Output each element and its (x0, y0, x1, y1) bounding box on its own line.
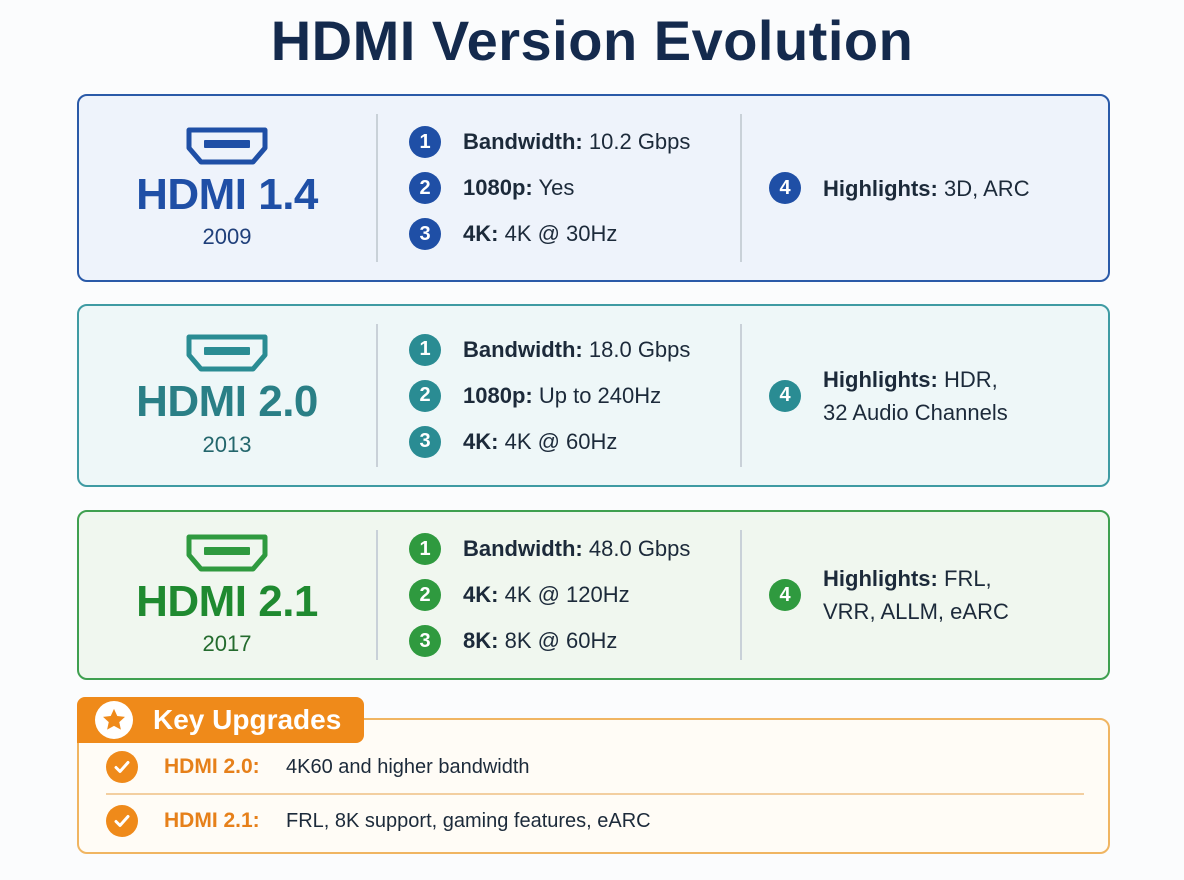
spec-row: 3 8K: 8K @ 60Hz (409, 625, 729, 657)
star-icon (95, 701, 133, 739)
step-badge: 4 (769, 172, 801, 204)
upgrade-row: HDMI 2.1: FRL, 8K support, gaming featur… (106, 805, 651, 837)
spec-value: 8K @ 60Hz (504, 628, 618, 653)
highlight-line2: 32 Audio Channels (823, 399, 1008, 425)
highlights: 4 Highlights: FRL, VRR, ALLM, eARC (769, 512, 1089, 678)
spec-row: 3 4K: 4K @ 60Hz (409, 425, 729, 458)
key-upgrades-title: Key Upgrades (153, 704, 342, 735)
highlight-line1: FRL, (944, 566, 992, 591)
spec-value: Yes (538, 175, 575, 200)
spec-label: 1080p: (463, 175, 533, 200)
version-identity: HDMI 1.4 2009 (79, 96, 375, 280)
spec-value: 10.2 Gbps (588, 129, 691, 154)
step-badge: 2 (409, 379, 441, 412)
step-badge: 2 (409, 579, 441, 611)
spec-label: 4K: (463, 428, 499, 454)
spec-label: Bandwidth: (463, 536, 583, 561)
divider (740, 530, 742, 660)
version-identity: HDMI 2.0 2013 (79, 306, 375, 485)
spec-row: 2 1080p: Yes (409, 172, 729, 204)
spec-row: 2 4K: 4K @ 120Hz (409, 579, 729, 611)
version-year: 2017 (202, 631, 252, 657)
spec-value: 4K @ 120Hz (504, 582, 630, 607)
step-badge: 4 (769, 379, 801, 412)
step-badge: 3 (409, 625, 441, 657)
check-icon (106, 751, 138, 783)
highlight-line2: VRR, ALLM, eARC (823, 599, 1009, 624)
spec-label: Bandwidth: (463, 129, 583, 154)
spec-value: 48.0 Gbps (588, 536, 691, 561)
hdmi-port-icon (186, 127, 268, 165)
upgrade-version: HDMI 2.0: (164, 755, 260, 778)
version-name: HDMI 2.0 (136, 377, 318, 427)
check-icon (106, 805, 138, 837)
hdmi-port-icon (186, 334, 268, 372)
version-card-hdmi-2-0: HDMI 2.0 2013 1 Bandwidth: 18.0 Gbps 2 1… (77, 304, 1110, 487)
upgrade-description: 4K60 and higher bandwidth (286, 755, 530, 778)
hdmi-port-icon (186, 534, 268, 572)
upgrade-version: HDMI 2.1: (164, 809, 260, 832)
spec-label: Bandwidth: (463, 336, 583, 362)
spec-list: 1 Bandwidth: 10.2 Gbps 2 1080p: Yes 3 4K… (409, 96, 729, 280)
step-badge: 1 (409, 333, 441, 366)
highlights: 4 Highlights: 3D, ARC (769, 96, 1089, 280)
version-name: HDMI 1.4 (136, 169, 318, 219)
divider (740, 114, 742, 262)
version-card-hdmi-1-4: HDMI 1.4 2009 1 Bandwidth: 10.2 Gbps 2 1… (77, 94, 1110, 282)
spec-label: 1080p: (463, 382, 533, 408)
spec-row: 2 1080p: Up to 240Hz (409, 379, 729, 412)
spec-list: 1 Bandwidth: 48.0 Gbps 2 4K: 4K @ 120Hz … (409, 512, 729, 678)
spec-value: 18.0 Gbps (588, 336, 691, 362)
divider (376, 530, 378, 660)
spec-value: 4K @ 60Hz (504, 428, 618, 454)
spec-value: Up to 240Hz (538, 382, 662, 408)
upgrade-description: FRL, 8K support, gaming features, eARC (286, 809, 651, 832)
version-year: 2013 (202, 431, 252, 457)
version-year: 2009 (202, 224, 252, 250)
highlight-label: Highlights: (823, 175, 938, 201)
upgrade-row: HDMI 2.0: 4K60 and higher bandwidth (106, 751, 530, 783)
divider (376, 114, 378, 262)
spec-label: 4K: (463, 582, 499, 607)
version-name: HDMI 2.1 (136, 576, 318, 626)
version-identity: HDMI 2.1 2017 (79, 512, 375, 678)
step-badge: 4 (769, 579, 801, 611)
highlights: 4 Highlights: HDR, 32 Audio Channels (769, 306, 1089, 485)
divider (376, 324, 378, 467)
highlight-line1: 3D, ARC (944, 175, 1030, 201)
version-card-hdmi-2-1: HDMI 2.1 2017 1 Bandwidth: 48.0 Gbps 2 4… (77, 510, 1110, 680)
spec-value: 4K @ 30Hz (504, 221, 618, 246)
step-badge: 3 (409, 425, 441, 458)
spec-label: 4K: (463, 221, 499, 246)
step-badge: 2 (409, 172, 441, 204)
step-badge: 1 (409, 126, 441, 158)
step-badge: 1 (409, 533, 441, 565)
key-upgrades-header: Key Upgrades (77, 697, 364, 743)
page-title: HDMI Version Evolution (270, 9, 914, 72)
highlight-line1: HDR, (944, 366, 998, 392)
highlight-label: Highlights: (823, 366, 938, 392)
spec-row: 1 Bandwidth: 48.0 Gbps (409, 533, 729, 565)
spec-row: 3 4K: 4K @ 30Hz (409, 218, 729, 250)
divider (106, 793, 1084, 795)
step-badge: 3 (409, 218, 441, 250)
spec-row: 1 Bandwidth: 10.2 Gbps (409, 126, 729, 158)
spec-row: 1 Bandwidth: 18.0 Gbps (409, 333, 729, 366)
spec-list: 1 Bandwidth: 18.0 Gbps 2 1080p: Up to 24… (409, 306, 729, 485)
divider (740, 324, 742, 467)
highlight-label: Highlights: (823, 566, 938, 591)
spec-label: 8K: (463, 628, 499, 653)
